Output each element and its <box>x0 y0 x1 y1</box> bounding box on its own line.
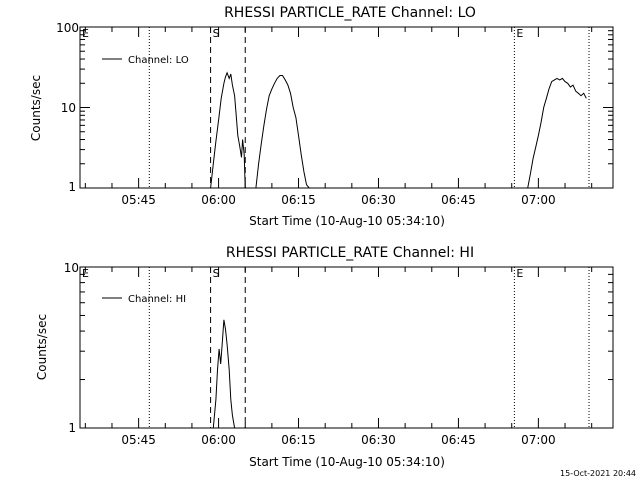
lo-chart-title: RHESSI PARTICLE_RATE Channel: LO <box>224 5 476 21</box>
lo-channel-panel: RHESSI PARTICLE_RATE Channel: LO Counts/… <box>29 5 614 228</box>
hi-legend-label: Channel: HI <box>128 294 186 305</box>
lo-event-marker-label: E <box>82 27 89 40</box>
hi-x-tick-label: 06:45 <box>441 433 476 447</box>
lo-event-marker-label: S <box>213 27 220 40</box>
hi-plot-frame <box>79 266 614 429</box>
hi-x-tick-label: 06:30 <box>361 433 396 447</box>
lo-y-tick-1: 1 <box>68 180 76 194</box>
lo-rate-curve <box>527 77 587 189</box>
hi-rate-curve <box>212 319 236 429</box>
hi-chart-title: RHESSI PARTICLE_RATE Channel: HI <box>226 245 474 261</box>
lo-x-axis-label: Start Time (10-Aug-10 05:34:10) <box>249 214 445 228</box>
hi-x-tick-label: 07:00 <box>521 433 556 447</box>
hi-y-axis-label: Counts/sec <box>35 314 49 380</box>
lo-event-marker-label: E <box>516 27 523 40</box>
hi-x-axis-label: Start Time (10-Aug-10 05:34:10) <box>249 455 445 469</box>
lo-plot-frame <box>79 26 614 189</box>
hi-x-tick-label: 06:00 <box>201 433 236 447</box>
hi-x-tick-label: 05:45 <box>121 433 156 447</box>
lo-x-tick-label: 06:15 <box>281 193 316 207</box>
lo-y-tick-100: 100 <box>56 21 79 35</box>
lo-x-tick-label: 06:00 <box>201 193 236 207</box>
hi-channel-panel: RHESSI PARTICLE_RATE Channel: HI Counts/… <box>35 245 614 469</box>
hi-event-marker-label: E <box>516 267 523 280</box>
lo-rate-curve <box>210 71 246 189</box>
lo-legend-label: Channel: LO <box>128 55 189 66</box>
lo-rate-curve <box>255 75 310 189</box>
hi-y-tick-1: 1 <box>68 421 76 435</box>
lo-x-tick-label: 06:45 <box>441 193 476 207</box>
lo-x-tick-label: 07:00 <box>521 193 556 207</box>
hi-event-marker-label: E <box>82 267 89 280</box>
lo-y-tick-10: 10 <box>61 101 76 115</box>
lo-x-tick-label: 06:30 <box>361 193 396 207</box>
generation-timestamp: 15-Oct-2021 20:44 <box>560 469 636 478</box>
lo-y-tick-label-1: 1 <box>68 180 76 194</box>
hi-x-tick-label: 06:15 <box>281 433 316 447</box>
lo-x-tick-label: 05:45 <box>121 193 156 207</box>
hi-y-tick-10: 10 <box>64 261 79 275</box>
hi-event-marker-label: S <box>213 267 220 280</box>
lo-y-axis-label: Counts/sec <box>29 75 43 141</box>
